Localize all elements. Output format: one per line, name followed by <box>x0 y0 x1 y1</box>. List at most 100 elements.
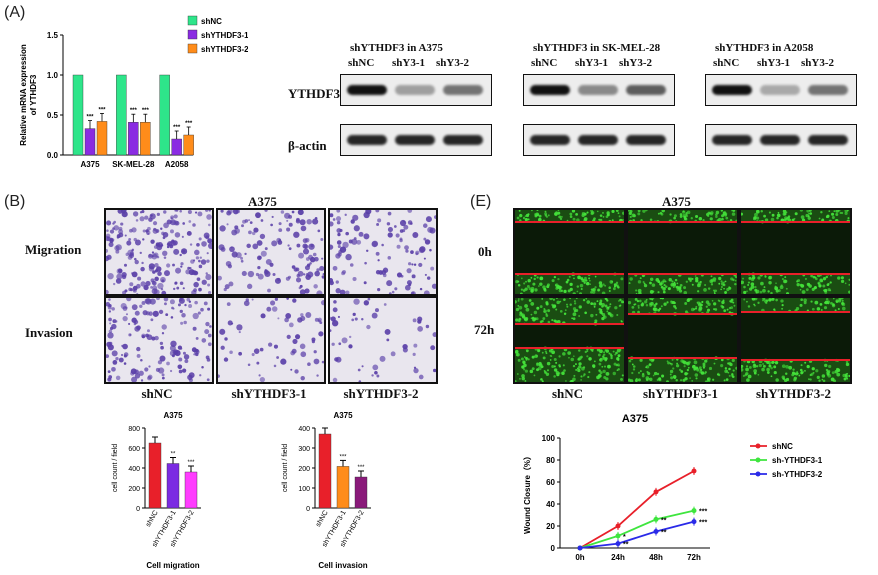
cell-dot <box>544 214 548 217</box>
stained-cell <box>198 259 201 263</box>
stained-cell <box>207 342 212 347</box>
cell-dot <box>690 217 693 220</box>
stained-cell <box>313 284 318 289</box>
stained-cell <box>130 272 134 275</box>
stained-cell <box>106 255 110 262</box>
stained-cell <box>251 231 256 236</box>
stained-cell <box>166 361 170 366</box>
cell-dot <box>617 286 620 289</box>
cell-dot <box>834 369 839 374</box>
stained-cell <box>298 286 302 290</box>
stained-cell <box>228 281 234 287</box>
stained-cell <box>220 247 226 252</box>
cell-dot <box>676 362 679 365</box>
cell-dot <box>576 290 579 293</box>
stained-cell <box>152 221 158 226</box>
stained-cell <box>183 354 190 360</box>
cell-dot <box>604 304 608 308</box>
stained-cell <box>198 287 202 292</box>
stained-cell <box>296 273 301 278</box>
cell-dot <box>639 277 642 280</box>
cell-dot <box>601 291 606 294</box>
cell-dot <box>602 369 606 374</box>
cell-dot <box>582 298 586 302</box>
cell-dot <box>810 274 813 278</box>
wound-pattern <box>628 210 737 294</box>
cell-dot <box>665 380 669 382</box>
stained-cell <box>413 263 417 266</box>
stained-cell <box>182 287 185 290</box>
stained-cell <box>353 225 360 232</box>
cell-dot <box>660 285 664 289</box>
cell-dot <box>768 363 771 366</box>
stained-cell <box>304 288 310 294</box>
blot-box-ythdf3 <box>340 74 492 106</box>
stained-cell <box>423 237 427 241</box>
stained-cell <box>415 250 420 255</box>
cell-dot <box>608 305 611 308</box>
stained-cell <box>248 219 251 222</box>
stained-cell <box>179 253 182 257</box>
cell-dot <box>528 287 532 291</box>
cell-dot <box>755 365 759 368</box>
stained-cell <box>227 320 233 326</box>
stained-cell <box>198 264 203 269</box>
stained-cell <box>258 374 261 377</box>
stained-cell <box>142 229 146 233</box>
stained-cell <box>270 223 273 227</box>
stained-cell <box>345 290 350 294</box>
wound-image <box>626 296 739 384</box>
cell-dot <box>732 210 736 212</box>
stained-cell <box>170 240 177 247</box>
cell-dot <box>579 306 582 308</box>
stained-cell <box>125 313 128 316</box>
stained-cell <box>374 370 378 375</box>
panel-label-b: (B) <box>4 193 26 210</box>
stained-cell <box>181 313 186 318</box>
stained-cell <box>106 248 109 253</box>
cell-dot <box>551 279 555 283</box>
cell-dot <box>572 312 577 317</box>
stained-cell <box>394 287 398 291</box>
cell-dot <box>781 375 785 379</box>
stained-cell <box>106 220 112 226</box>
stained-cell <box>267 288 271 293</box>
cell-dot <box>598 281 603 285</box>
y-tick-label: 60 <box>546 478 555 487</box>
cell-dot <box>768 298 772 302</box>
stained-cell <box>375 210 380 213</box>
cell-dot <box>690 307 695 312</box>
stained-cell <box>240 259 244 263</box>
stained-cell <box>159 355 166 362</box>
wound-pattern <box>741 210 850 294</box>
stained-cell <box>193 281 199 288</box>
stained-cell <box>129 282 134 287</box>
cell-dot <box>586 350 589 353</box>
y-tick-label: 0 <box>306 506 310 513</box>
cell-dot <box>807 216 811 220</box>
cell-stain-pattern <box>330 210 436 294</box>
stained-cell <box>255 272 260 277</box>
cell-dot <box>522 216 526 219</box>
cell-dot <box>578 362 582 366</box>
stained-cell <box>128 322 131 326</box>
cell-dot <box>604 284 607 287</box>
cell-dot <box>825 298 829 301</box>
cell-dot <box>835 212 839 216</box>
cell-dot <box>515 280 519 284</box>
cell-dot <box>808 284 812 288</box>
stained-cell <box>423 223 428 228</box>
cell-dot <box>667 361 670 365</box>
cell-dot <box>525 280 527 283</box>
cell-dot <box>596 210 599 213</box>
cell-dot <box>533 374 536 377</box>
blot-lane-label: shY3-2 <box>436 57 470 69</box>
cell-dot <box>726 308 729 311</box>
stained-cell <box>387 211 392 216</box>
cell-dot <box>610 354 613 358</box>
stained-cell <box>151 336 156 341</box>
cell-dot <box>709 212 713 216</box>
stained-cell <box>276 237 282 243</box>
bar <box>171 138 182 156</box>
cell-dot <box>660 305 663 308</box>
